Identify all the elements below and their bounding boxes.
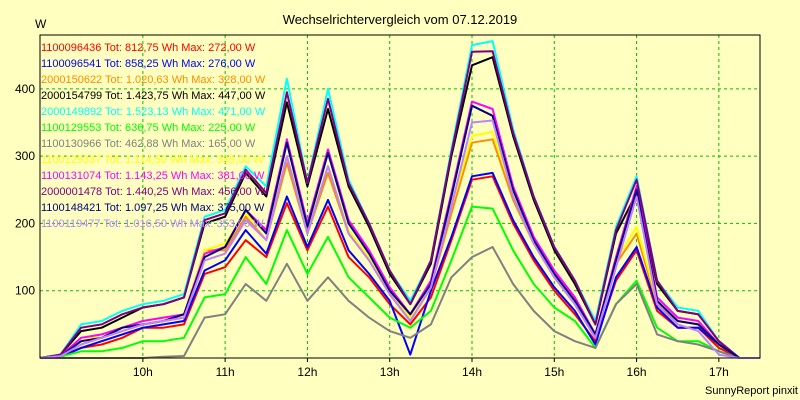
series-line-1100096436: [39, 175, 760, 359]
legend-entry-1100129553: 1100129553 Tot: 636,75 Wh Max: 225,00 W: [41, 122, 256, 134]
legend-entry-1100129337: 1100129337 Tot: 1.114,50 Wh Max: 336,00 …: [41, 154, 264, 166]
x-tick-label: 11h: [216, 365, 235, 379]
footer-credit: SunnyReport pinxit: [705, 385, 798, 397]
plot-border: [39, 34, 761, 359]
x-tick-label: 17h: [709, 365, 729, 379]
chart-title: Wechselrichtervergleich vom 07.12.2019: [283, 12, 518, 27]
legend-entry-2000001478: 2000001478 Tot: 1.440,25 Wh Max: 456,00 …: [41, 186, 266, 198]
series-line-1100130966: [40, 246, 760, 359]
y-tick-label: 200: [15, 216, 35, 230]
axes: 100 200 300 400 10h 11h 12h 13h 14h 15h 16h 17h: [15, 82, 729, 379]
legend: 1100096436 Tot: 812,75 Wh Max: 272,00 W 1…: [41, 42, 266, 230]
legend-entry-1100130966: 1100130966 Tot: 462,88 Wh Max: 165,00 W: [41, 138, 256, 150]
y-tick-label: 100: [15, 284, 35, 298]
legend-entry-1100131074: 1100131074 Tot: 1.143,25 Wh Max: 381,00 …: [41, 170, 265, 182]
y-tick-label: 300: [15, 149, 35, 163]
legend-entry-2000150622: 2000150622 Tot: 1.020,63 Wh Max: 328,00 …: [41, 74, 266, 86]
series-line-1100129553: [39, 205, 760, 359]
series-line-1100119477: [39, 119, 760, 359]
legend-entry-1100096436: 1100096436 Tot: 812,75 Wh Max: 272,00 W: [41, 42, 256, 54]
x-tick-label: 10h: [133, 365, 153, 379]
series-line-2000001478: [39, 50, 760, 359]
legend-entry-2000154799: 2000154799 Tot: 1.423,75 Wh Max: 447,00 …: [41, 90, 266, 102]
legend-entry-1100119477: 1100119477 Tot: 1.016,50 Wh Max: 353,00 …: [41, 218, 264, 230]
series-line-1100096541: [39, 171, 760, 359]
legend-entry-1100148421: 1100148421 Tot: 1.097,25 Wh Max: 375,00 …: [41, 202, 265, 214]
x-tick-label: 13h: [380, 365, 400, 379]
legend-entry-2000149892: 2000149892 Tot: 1.523,13 Wh Max: 471,00 …: [41, 106, 266, 118]
x-tick-label: 16h: [627, 365, 647, 379]
x-tick-label: 12h: [297, 365, 317, 379]
y-tick-label: 400: [15, 82, 35, 96]
x-tick-label: 15h: [544, 365, 564, 379]
y-axis-label: W: [35, 17, 47, 31]
legend-entry-1100096541: 1100096541 Tot: 858,25 Wh Max: 276,00 W: [41, 58, 256, 70]
series-lines: [39, 40, 760, 359]
x-tick-label: 14h: [462, 365, 482, 379]
